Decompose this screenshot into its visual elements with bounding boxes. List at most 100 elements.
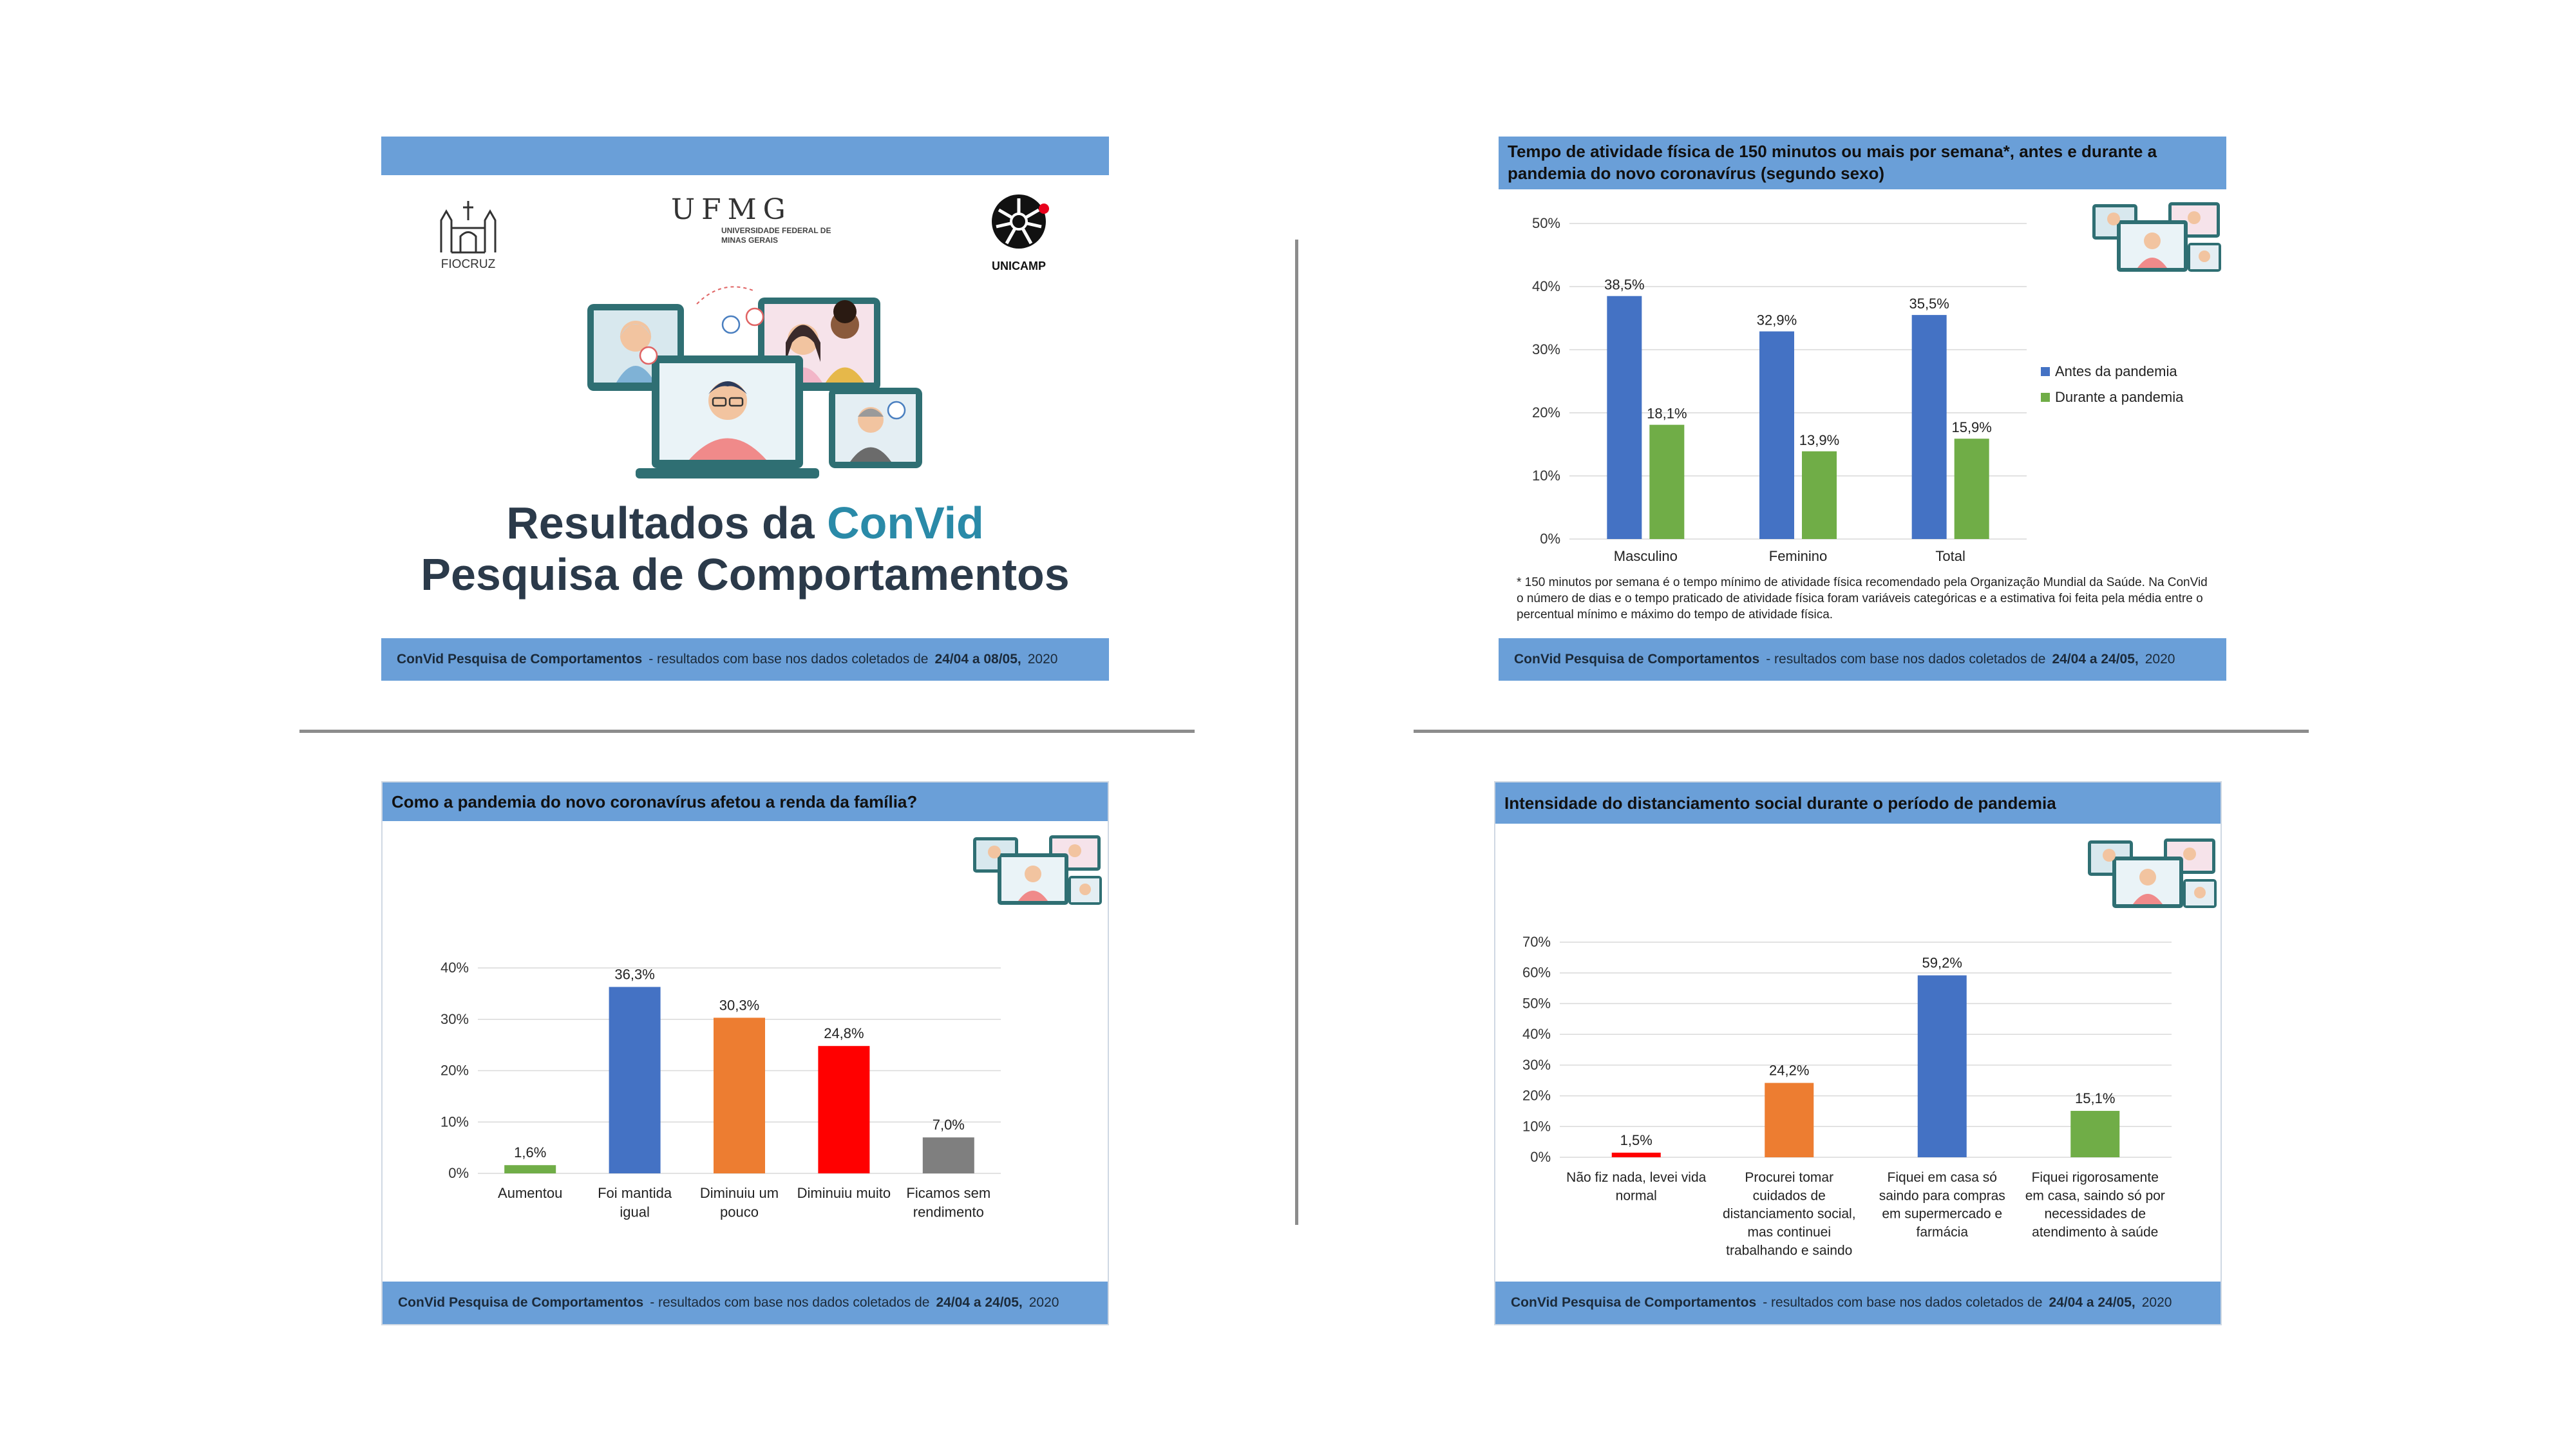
bar <box>1611 1152 1661 1157</box>
income-footer: ConVid Pesquisa de Comportamentos - resu… <box>383 1282 1108 1324</box>
x-tick-label: Ficamos sem rendimento <box>906 1185 990 1220</box>
x-tick-label-line: Diminuiu um <box>700 1185 779 1201</box>
footer-text: - resultados com base nos dados coletado… <box>1763 1295 2043 1310</box>
physical-activity-footer: ConVid Pesquisa de Comportamentos - resu… <box>1499 638 2226 681</box>
physical-activity-footnote: * 150 minutos por semana é o tempo mínim… <box>1517 576 2208 621</box>
footer-year: 2020 <box>1027 652 1058 667</box>
bar <box>818 1046 870 1173</box>
physical-activity-header: Tempo de atividade física de 150 minutos… <box>1499 137 2226 189</box>
bar <box>1954 439 1989 539</box>
data-label: 15,1% <box>2075 1090 2115 1106</box>
footer-year: 2020 <box>1028 1295 1059 1310</box>
bar <box>2070 1110 2120 1157</box>
x-tick-label-line: Feminino <box>1769 548 1827 562</box>
income-chart: 0% 10% 20% 30% 40% 1,6% Aumentou 36,3% Foi manti… <box>440 960 1001 1220</box>
x-tick-label-line: Ficamos sem <box>906 1185 990 1201</box>
x-tick-label: Não fiz nada, levei vida normal <box>1566 1170 1706 1203</box>
x-tick-label-line: normal <box>1616 1188 1657 1203</box>
x-tick-label-line: em casa, saindo só por <box>2025 1188 2165 1203</box>
data-label: 1,6% <box>514 1144 546 1160</box>
footer-bold: ConVid Pesquisa de Comportamentos <box>1514 652 1760 667</box>
footer-dates: 24/04 a 24/05, <box>2052 652 2139 667</box>
x-tick-label-line: pouco <box>720 1204 759 1220</box>
legend-item-during: Durante a pandemia <box>2041 389 2183 406</box>
x-tick-label: Diminuiu um pouco <box>700 1185 779 1220</box>
footer-bold: ConVid Pesquisa de Comportamentos <box>398 1295 644 1310</box>
y-tick-label: 30% <box>1522 1057 1551 1073</box>
title-slide-header-bar <box>381 137 1109 175</box>
y-tick-label: 0% <box>1540 531 1560 547</box>
y-tick-label: 20% <box>1522 1088 1551 1104</box>
data-label: 18,1% <box>1647 406 1687 422</box>
footer-text: - resultados com base nos dados coletado… <box>650 1295 930 1310</box>
y-tick-label: 40% <box>1522 1026 1551 1042</box>
x-tick-label: Fiquei em casa só saindo para compras em s… <box>1879 1170 2005 1240</box>
income-header: Como a pandemia do novo coronavírus afet… <box>383 782 1108 821</box>
physical-activity-slide: Tempo de atividade física de 150 minutos… <box>1499 137 2226 681</box>
x-tick-label-line: Fiquei rigorosamente <box>2032 1170 2159 1185</box>
legend-label-during: Durante a pandemia <box>2055 389 2184 405</box>
title-slide: FIOCRUZ UFMG UNIVERSIDADE FEDERAL DE MIN… <box>381 137 1109 681</box>
physical-activity-chart: 0% 10% 20% 30% 40% 50% 38,5% 18,1% Masculino 32,9… <box>1532 215 2027 562</box>
data-label: 35,5% <box>1909 296 1949 312</box>
data-label: 24,2% <box>1769 1063 1809 1079</box>
x-tick-label-line: saindo para compras <box>1879 1188 2005 1203</box>
x-tick-label-line: igual <box>620 1204 649 1220</box>
vertical-divider <box>1295 240 1298 1225</box>
y-tick-label: 0% <box>448 1165 469 1181</box>
x-tick-label: Masculino <box>1614 548 1678 562</box>
y-tick-label: 10% <box>440 1113 469 1130</box>
x-tick-label-line: Não fiz nada, levei vida <box>1566 1170 1706 1185</box>
x-tick-label-line: necessidades de <box>2044 1207 2146 1222</box>
x-tick-label-line: distanciamento social, <box>1723 1207 1856 1222</box>
x-tick-label-line: mas continuei <box>1747 1225 1831 1240</box>
x-tick-label-line: Aumentou <box>498 1185 562 1201</box>
footer-year: 2020 <box>2145 652 2175 667</box>
bar <box>1917 975 1967 1157</box>
legend-swatch-before <box>2041 367 2050 376</box>
horizontal-divider-right <box>1414 730 2309 733</box>
title-slide-title-line1: Resultados da ConVid <box>381 497 1109 549</box>
income-slide: Como a pandemia do novo coronavírus afet… <box>381 781 1109 1325</box>
footer-dates: 24/04 a 24/05, <box>936 1295 1023 1310</box>
data-label: 24,8% <box>824 1025 864 1041</box>
x-tick-label: Fiquei rigorosamente em casa, saindo só p… <box>2025 1170 2165 1240</box>
bar <box>504 1165 556 1173</box>
x-tick-label: Diminuiu muito <box>797 1185 891 1201</box>
bar <box>1802 451 1837 539</box>
x-tick-label-line: cuidados de <box>1753 1188 1826 1203</box>
people-thumbnail <box>2092 202 2221 272</box>
social-distancing-footer: ConVid Pesquisa de Comportamentos - resu… <box>1495 1282 2221 1324</box>
data-label: 7,0% <box>933 1117 965 1133</box>
y-tick-label: 40% <box>440 960 469 976</box>
fiocruz-logo: FIOCRUZ <box>440 201 497 271</box>
social-distancing-header: Intensidade do distanciamento social dur… <box>1495 782 2221 824</box>
footer-text: - resultados com base nos dados coletado… <box>1766 652 2046 667</box>
footer-dates: 24/04 a 08/05, <box>934 652 1021 667</box>
y-tick-label: 60% <box>1522 965 1551 981</box>
people-thumbnail <box>973 835 1102 905</box>
data-label: 38,5% <box>1604 277 1644 293</box>
x-tick-label: Feminino <box>1769 548 1827 562</box>
x-tick-label: Procurei tomar cuidados de distanciamento … <box>1723 1170 1856 1258</box>
unicamp-logo-text: UNICAMP <box>992 260 1046 272</box>
horizontal-divider-left <box>299 730 1195 733</box>
ufmg-logo: UFMG UNIVERSIDADE FEDERAL DE MINAS GERAI… <box>671 193 838 245</box>
data-label: 30,3% <box>719 997 759 1013</box>
footer-year: 2020 <box>2141 1295 2172 1310</box>
y-tick-label: 30% <box>440 1011 469 1027</box>
bar <box>714 1018 765 1173</box>
title-slide-footer: ConVid Pesquisa de Comportamentos - resu… <box>381 638 1109 681</box>
data-label: 36,3% <box>614 967 654 983</box>
bar <box>922 1137 974 1173</box>
data-label: 59,2% <box>1922 955 1962 971</box>
people-screens-illustration <box>587 286 922 478</box>
bar <box>609 987 661 1173</box>
bar <box>1649 424 1685 539</box>
data-label: 13,9% <box>1799 432 1839 448</box>
y-tick-label: 50% <box>1522 995 1551 1011</box>
x-tick-label-line: Masculino <box>1614 548 1678 562</box>
footer-text: - resultados com base nos dados coletado… <box>649 652 929 667</box>
y-tick-label: 40% <box>1532 278 1560 294</box>
title-part1: Resultados da <box>506 498 828 548</box>
